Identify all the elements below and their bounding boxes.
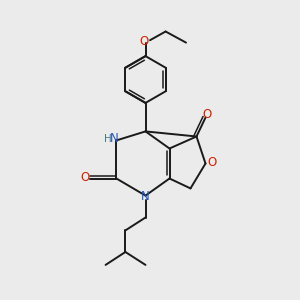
Text: O: O — [208, 156, 217, 170]
Text: H: H — [103, 134, 111, 144]
Text: O: O — [202, 108, 211, 121]
Text: O: O — [139, 35, 148, 48]
Text: N: N — [140, 190, 149, 203]
Text: O: O — [80, 171, 89, 184]
Text: N: N — [110, 132, 118, 145]
